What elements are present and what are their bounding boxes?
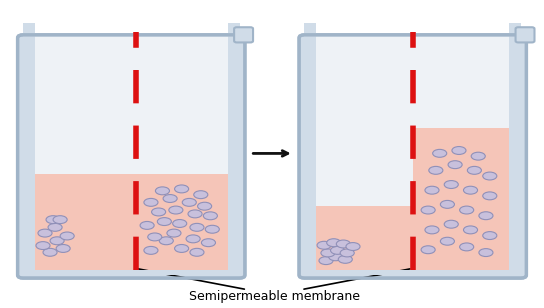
Bar [135,173,227,270]
Circle shape [159,237,174,245]
Circle shape [172,220,187,227]
Circle shape [444,220,458,228]
Circle shape [479,212,493,220]
Circle shape [336,240,350,248]
Circle shape [471,152,485,160]
Circle shape [440,237,454,245]
FancyBboxPatch shape [314,36,512,271]
Circle shape [346,243,360,250]
Circle shape [425,226,439,234]
Circle shape [432,149,447,157]
Circle shape [186,235,200,243]
Circle shape [319,257,333,265]
Circle shape [452,147,466,154]
Circle shape [197,202,212,210]
Circle shape [188,210,202,218]
Circle shape [157,218,171,225]
Circle shape [175,245,189,253]
Circle shape [43,248,57,256]
Circle shape [444,180,458,188]
Circle shape [182,198,196,206]
Circle shape [421,246,435,254]
Bar [305,23,317,275]
Circle shape [479,249,493,257]
Bar [23,270,239,275]
Circle shape [46,216,60,224]
FancyBboxPatch shape [516,27,535,43]
Bar [305,270,521,275]
Circle shape [460,243,474,251]
Circle shape [483,192,497,200]
Circle shape [169,206,183,214]
Circle shape [48,223,62,231]
Circle shape [463,186,478,194]
Bar [227,23,239,275]
FancyBboxPatch shape [17,35,245,278]
Circle shape [467,166,481,174]
Circle shape [448,161,462,168]
Circle shape [331,246,344,254]
Circle shape [60,232,74,240]
Circle shape [483,172,497,180]
Circle shape [144,198,158,206]
Circle shape [340,249,354,257]
FancyBboxPatch shape [299,35,527,278]
Circle shape [321,249,335,257]
Bar [317,205,413,270]
Circle shape [36,241,50,249]
Circle shape [140,221,154,229]
Circle shape [175,185,189,193]
Circle shape [460,206,474,214]
Circle shape [201,239,215,247]
Circle shape [194,191,208,199]
Circle shape [38,229,52,237]
Circle shape [440,201,454,208]
Circle shape [167,229,181,237]
Circle shape [152,208,166,216]
Circle shape [429,166,443,174]
Circle shape [329,253,343,261]
Circle shape [421,206,435,214]
Circle shape [338,255,353,263]
Circle shape [203,212,218,220]
Circle shape [53,216,67,224]
Circle shape [483,232,497,240]
Bar [35,173,135,270]
Circle shape [144,246,158,254]
Circle shape [56,245,70,253]
Circle shape [317,241,331,249]
Circle shape [163,195,177,202]
Circle shape [327,239,341,247]
Circle shape [190,248,204,256]
Circle shape [156,187,170,195]
Text: Semipermeable membrane: Semipermeable membrane [189,290,360,303]
Circle shape [205,225,219,233]
Circle shape [148,233,162,241]
Circle shape [463,226,478,234]
Bar [23,23,35,275]
Circle shape [190,223,204,231]
Circle shape [50,237,64,245]
FancyBboxPatch shape [234,27,253,43]
Circle shape [425,186,439,194]
Bar [413,128,509,270]
FancyBboxPatch shape [32,36,230,271]
Bar [509,23,521,275]
